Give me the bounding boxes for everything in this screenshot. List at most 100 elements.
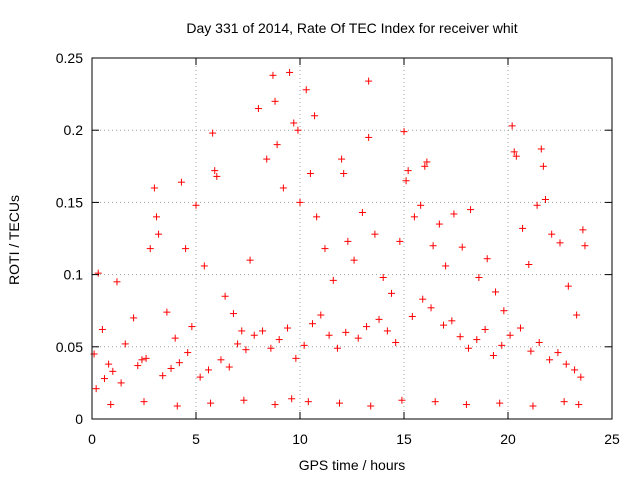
y-tick-label: 0 — [75, 411, 83, 427]
data-point — [284, 324, 292, 332]
data-point — [117, 379, 125, 387]
data-point — [398, 396, 406, 404]
data-point — [354, 334, 362, 342]
y-tick-label: 0.25 — [56, 50, 83, 66]
data-point — [204, 366, 212, 374]
data-point — [138, 356, 146, 364]
data-point — [105, 360, 113, 368]
data-point — [313, 213, 321, 221]
data-point — [467, 206, 475, 214]
data-point — [492, 288, 500, 296]
data-point — [211, 167, 219, 175]
data-point — [294, 126, 302, 134]
data-point — [238, 327, 246, 335]
data-point — [302, 86, 310, 94]
data-point — [92, 385, 100, 393]
x-tick-label: 0 — [88, 431, 96, 447]
data-point — [290, 119, 298, 127]
data-point — [254, 105, 262, 113]
data-point — [130, 314, 138, 322]
data-point — [577, 373, 585, 381]
data-point — [427, 304, 435, 312]
data-point — [146, 245, 154, 253]
data-point — [421, 162, 429, 170]
data-point — [300, 341, 308, 349]
data-point — [500, 307, 508, 315]
data-point — [286, 68, 294, 76]
x-axis-label: GPS time / hours — [299, 457, 406, 473]
data-point — [525, 260, 533, 268]
data-point — [159, 372, 167, 380]
data-point — [546, 356, 554, 364]
y-tick-label: 0.2 — [64, 122, 84, 138]
data-point — [431, 398, 439, 406]
x-tick-label: 10 — [292, 431, 308, 447]
data-point — [196, 373, 204, 381]
data-point — [375, 315, 383, 323]
data-point — [483, 255, 491, 263]
data-point — [519, 224, 527, 232]
chart-title: Day 331 of 2014, Rate Of TEC Index for r… — [186, 20, 517, 36]
data-point — [184, 349, 192, 357]
data-point — [207, 399, 215, 407]
data-point — [506, 331, 514, 339]
data-point — [537, 145, 545, 153]
data-point — [140, 398, 148, 406]
data-point — [321, 245, 329, 253]
data-point — [473, 336, 481, 344]
data-point — [527, 347, 535, 355]
data-point — [308, 320, 316, 328]
grid-lines — [92, 58, 612, 419]
data-point — [200, 262, 208, 270]
data-point — [556, 239, 564, 247]
data-point — [267, 344, 275, 352]
data-point — [541, 196, 549, 204]
data-point — [279, 184, 287, 192]
data-point — [419, 295, 427, 303]
data-point — [383, 327, 391, 335]
data-point — [464, 344, 472, 352]
y-tick-label: 0.05 — [56, 339, 83, 355]
data-point — [442, 262, 450, 270]
data-point — [306, 170, 314, 178]
data-point — [573, 311, 581, 319]
data-point — [458, 243, 466, 251]
data-point — [325, 331, 333, 339]
data-point — [417, 201, 425, 209]
data-point — [440, 321, 448, 329]
data-point — [269, 71, 277, 79]
data-point — [217, 356, 225, 364]
data-point — [365, 77, 373, 85]
data-point — [246, 256, 254, 264]
data-point — [429, 242, 437, 250]
data-point — [275, 336, 283, 344]
data-point — [342, 328, 350, 336]
data-point — [575, 401, 583, 409]
data-point — [229, 310, 237, 318]
data-point — [367, 402, 375, 410]
data-point — [571, 366, 579, 374]
data-point — [292, 354, 300, 362]
data-point — [336, 399, 344, 407]
data-point — [344, 237, 352, 245]
data-point — [579, 226, 587, 234]
data-point — [562, 360, 570, 368]
data-point — [512, 152, 520, 160]
data-point — [510, 148, 518, 156]
data-points — [90, 68, 589, 410]
data-point — [234, 340, 242, 348]
data-point — [250, 331, 258, 339]
data-point — [109, 367, 117, 375]
data-point — [240, 396, 248, 404]
data-point — [508, 122, 516, 130]
x-tick-label: 5 — [192, 431, 200, 447]
data-point — [448, 317, 456, 325]
data-point — [242, 346, 250, 354]
data-point — [173, 402, 181, 410]
data-point — [489, 351, 497, 359]
y-axis-label: ROTI / TECUs — [6, 195, 22, 285]
data-point — [134, 362, 142, 370]
data-point — [404, 167, 412, 175]
data-point — [402, 177, 410, 185]
data-point — [155, 230, 163, 238]
